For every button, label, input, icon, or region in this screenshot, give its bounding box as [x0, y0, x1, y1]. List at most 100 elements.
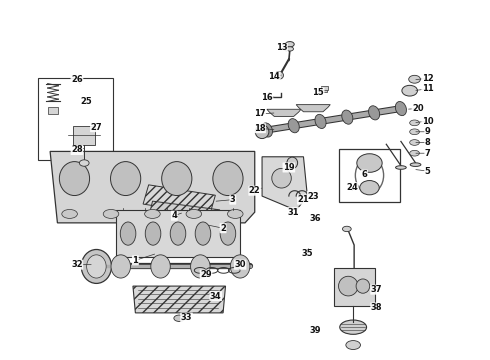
- Ellipse shape: [103, 210, 119, 219]
- Text: 1: 1: [132, 256, 138, 265]
- Text: 37: 37: [371, 285, 382, 294]
- Ellipse shape: [368, 106, 380, 120]
- Text: 2: 2: [220, 224, 226, 233]
- Text: 9: 9: [425, 127, 431, 136]
- Text: 17: 17: [254, 109, 266, 118]
- Ellipse shape: [111, 162, 141, 195]
- Ellipse shape: [261, 123, 272, 137]
- Text: 11: 11: [422, 84, 434, 93]
- Text: 30: 30: [234, 260, 246, 269]
- Ellipse shape: [272, 168, 291, 188]
- Ellipse shape: [360, 180, 379, 195]
- Ellipse shape: [62, 210, 77, 219]
- Text: 12: 12: [422, 74, 434, 83]
- Ellipse shape: [174, 315, 185, 321]
- Text: 25: 25: [81, 97, 93, 106]
- Text: 5: 5: [425, 167, 431, 176]
- Text: 3: 3: [230, 195, 236, 204]
- Polygon shape: [50, 152, 255, 223]
- Ellipse shape: [286, 47, 294, 51]
- Ellipse shape: [346, 341, 361, 350]
- Text: 29: 29: [200, 270, 212, 279]
- Text: 27: 27: [91, 123, 102, 132]
- Ellipse shape: [402, 85, 417, 96]
- Ellipse shape: [357, 154, 382, 172]
- Polygon shape: [296, 105, 330, 112]
- Text: 7: 7: [425, 149, 431, 158]
- Ellipse shape: [343, 226, 351, 231]
- Bar: [339, 149, 400, 202]
- Text: 31: 31: [288, 208, 299, 217]
- Ellipse shape: [286, 41, 294, 47]
- Ellipse shape: [287, 157, 297, 168]
- Bar: [154, 215, 223, 240]
- Ellipse shape: [340, 320, 367, 334]
- Ellipse shape: [410, 150, 419, 156]
- Text: 35: 35: [301, 249, 313, 258]
- Ellipse shape: [87, 255, 106, 278]
- Ellipse shape: [145, 210, 160, 219]
- Text: 20: 20: [412, 104, 424, 113]
- Ellipse shape: [213, 162, 243, 195]
- Text: 23: 23: [307, 192, 319, 201]
- Ellipse shape: [315, 114, 326, 129]
- Ellipse shape: [111, 255, 130, 278]
- Ellipse shape: [59, 162, 90, 195]
- Text: 16: 16: [261, 93, 273, 102]
- Text: 8: 8: [425, 138, 431, 147]
- Ellipse shape: [170, 222, 186, 245]
- Text: 39: 39: [310, 325, 321, 334]
- Polygon shape: [262, 157, 307, 210]
- Bar: [334, 268, 375, 306]
- Text: 6: 6: [362, 170, 368, 179]
- Ellipse shape: [339, 276, 358, 296]
- Ellipse shape: [230, 255, 250, 278]
- Ellipse shape: [186, 210, 202, 219]
- Text: 15: 15: [312, 88, 324, 97]
- Ellipse shape: [410, 163, 421, 166]
- Ellipse shape: [120, 222, 136, 245]
- Ellipse shape: [220, 222, 236, 245]
- Text: 22: 22: [249, 186, 261, 195]
- Ellipse shape: [145, 222, 161, 245]
- Polygon shape: [267, 109, 301, 116]
- Bar: [319, 88, 327, 92]
- Text: 28: 28: [71, 145, 83, 154]
- Polygon shape: [133, 286, 225, 313]
- Ellipse shape: [227, 210, 243, 219]
- Ellipse shape: [395, 166, 406, 169]
- Text: 14: 14: [269, 72, 280, 81]
- Text: 21: 21: [297, 195, 309, 204]
- Text: 36: 36: [310, 214, 321, 223]
- Bar: [143, 185, 216, 215]
- Text: 32: 32: [71, 260, 83, 269]
- Ellipse shape: [81, 249, 112, 283]
- Bar: [48, 108, 58, 114]
- Ellipse shape: [409, 75, 420, 83]
- Bar: [116, 210, 240, 257]
- Text: 10: 10: [422, 117, 434, 126]
- Ellipse shape: [191, 255, 210, 278]
- Text: 33: 33: [181, 313, 192, 322]
- Ellipse shape: [410, 140, 419, 145]
- Ellipse shape: [395, 102, 406, 116]
- Ellipse shape: [288, 119, 299, 133]
- Ellipse shape: [195, 222, 211, 245]
- Ellipse shape: [79, 160, 89, 166]
- Text: 38: 38: [371, 303, 382, 312]
- Text: 18: 18: [254, 124, 266, 133]
- Text: 13: 13: [276, 43, 287, 52]
- Ellipse shape: [275, 71, 284, 79]
- Ellipse shape: [410, 129, 419, 135]
- Bar: [38, 78, 114, 160]
- Bar: [73, 126, 95, 145]
- Ellipse shape: [151, 255, 171, 278]
- Bar: [148, 201, 220, 227]
- Ellipse shape: [255, 125, 269, 139]
- Text: 34: 34: [210, 292, 221, 301]
- Text: 4: 4: [172, 211, 177, 220]
- Bar: [320, 86, 328, 90]
- Ellipse shape: [342, 110, 353, 124]
- Ellipse shape: [410, 120, 419, 126]
- Ellipse shape: [356, 279, 370, 293]
